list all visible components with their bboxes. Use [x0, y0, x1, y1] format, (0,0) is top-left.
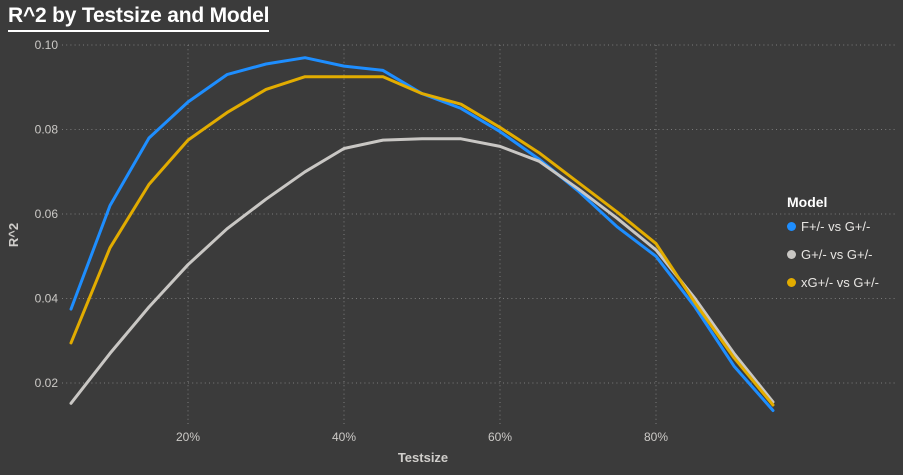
legend-item[interactable]: F+/- vs G+/- — [787, 219, 901, 234]
y-tick-label: 0.02 — [35, 376, 59, 390]
y-tick-label: 0.06 — [35, 207, 59, 221]
y-tick-label: 0.10 — [35, 38, 59, 52]
y-tick-label: 0.08 — [35, 123, 59, 137]
series-line-f-vs-g-[interactable] — [69, 56, 775, 412]
legend-item[interactable]: G+/- vs G+/- — [787, 247, 901, 262]
x-tick-label: 60% — [488, 430, 512, 444]
series-line-xg-vs-g-[interactable] — [69, 75, 775, 407]
series-color-swatch-icon — [787, 278, 796, 287]
x-tick-label: 40% — [332, 430, 356, 444]
legend: Model F+/- vs G+/- G+/- vs G+/- xG+/- vs G… — [787, 194, 901, 303]
chart-title: R^2 by Testsize and Model — [8, 4, 269, 32]
legend-item-label: xG+/- vs G+/- — [801, 275, 880, 290]
x-axis-title: Testsize — [397, 450, 449, 465]
legend-item-label: G+/- vs G+/- — [801, 247, 873, 262]
legend-title: Model — [787, 194, 828, 210]
y-tick-label: 0.04 — [35, 292, 59, 306]
legend-items: F+/- vs G+/- G+/- vs G+/- xG+/- vs G+/- — [787, 219, 901, 290]
x-tick-label: 80% — [644, 430, 668, 444]
series-color-swatch-icon — [787, 222, 796, 231]
x-tick-label: 20% — [176, 430, 200, 444]
legend-item-label: F+/- vs G+/- — [801, 219, 871, 234]
y-axis-title: R^2 — [5, 222, 21, 248]
y-axis-title-wrap: R^2 — [0, 205, 28, 265]
legend-item[interactable]: xG+/- vs G+/- — [787, 275, 901, 290]
series-color-swatch-icon — [787, 250, 796, 259]
series-line-g-vs-g-[interactable] — [69, 137, 775, 405]
